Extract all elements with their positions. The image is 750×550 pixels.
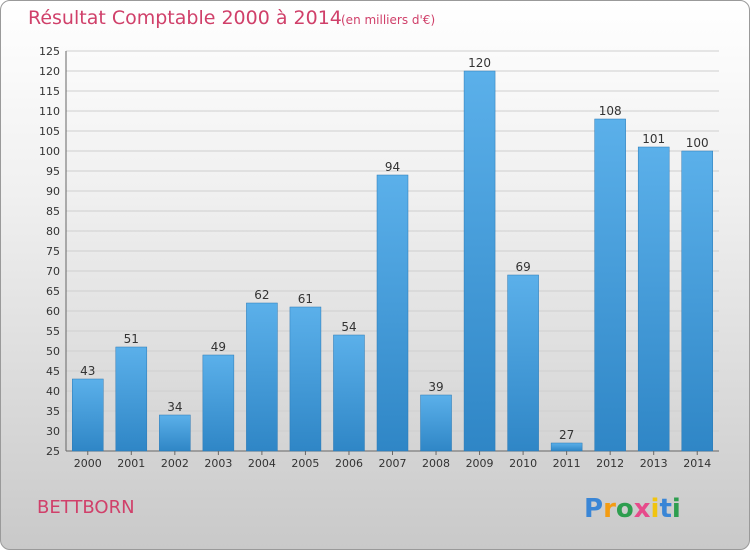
- x-tick-label: 2014: [683, 457, 711, 470]
- y-tick-label: 50: [46, 345, 60, 358]
- data-label: 120: [468, 56, 491, 70]
- data-label: 27: [559, 428, 574, 442]
- data-label: 51: [124, 332, 139, 346]
- bar: [550, 442, 583, 452]
- y-tick-label: 115: [39, 85, 60, 98]
- bar: [115, 346, 148, 452]
- y-tick-label: 85: [46, 205, 60, 218]
- x-tick-label: 2006: [335, 457, 363, 470]
- y-tick-label: 75: [46, 245, 60, 258]
- bar: [637, 146, 670, 452]
- bar: [507, 274, 539, 452]
- proxiti-logo: Proxiti: [584, 494, 681, 524]
- y-tick-label: 100: [39, 145, 60, 158]
- commune-name: BETTBORN: [37, 497, 135, 518]
- x-tick-label: 2002: [161, 457, 189, 470]
- x-tick-label: 2012: [596, 457, 624, 470]
- x-tick-label: 2010: [509, 457, 537, 470]
- x-tick-label: 2004: [248, 457, 276, 470]
- data-label: 62: [254, 288, 269, 302]
- x-tick-label: 2008: [422, 457, 450, 470]
- bar: [376, 174, 409, 452]
- bar: [333, 334, 365, 452]
- y-tick-label: 40: [46, 385, 60, 398]
- bar: [202, 354, 235, 452]
- x-tick-label: 2009: [466, 457, 494, 470]
- x-tick-label: 2005: [291, 457, 319, 470]
- bar: [681, 150, 713, 452]
- y-tick-label: 105: [39, 125, 60, 138]
- chart-subtitle: (en milliers d'€): [341, 13, 436, 27]
- y-tick-label: 25: [46, 445, 60, 458]
- data-label: 101: [642, 132, 665, 146]
- chart-title: Résultat Comptable 2000 à 2014: [28, 7, 342, 29]
- data-label: 39: [428, 380, 443, 394]
- y-tick-label: 90: [46, 185, 60, 198]
- data-label: 94: [385, 160, 400, 174]
- bar: [594, 118, 626, 452]
- y-tick-label: 45: [46, 365, 60, 378]
- data-label: 34: [167, 400, 182, 414]
- x-tick-label: 2000: [74, 457, 102, 470]
- y-tick-label: 30: [46, 425, 60, 438]
- bar: [463, 70, 496, 452]
- bar: [159, 414, 191, 452]
- y-tick-label: 95: [46, 165, 60, 178]
- data-label: 100: [686, 136, 709, 150]
- x-tick-label: 2003: [204, 457, 232, 470]
- x-tick-label: 2011: [553, 457, 581, 470]
- y-tick-label: 80: [46, 225, 60, 238]
- y-tick-label: 35: [46, 405, 60, 418]
- data-label: 43: [80, 364, 95, 378]
- y-tick-label: 60: [46, 305, 60, 318]
- bar: [246, 302, 278, 452]
- y-tick-label: 110: [39, 105, 60, 118]
- y-tick-label: 65: [46, 285, 60, 298]
- data-label: 49: [211, 340, 226, 354]
- y-tick-label: 55: [46, 325, 60, 338]
- data-label: 69: [515, 260, 530, 274]
- data-label: 54: [341, 320, 356, 334]
- bar: [289, 306, 322, 452]
- svg-text:Proxiti: Proxiti: [584, 494, 681, 524]
- x-tick-label: 2001: [117, 457, 145, 470]
- y-tick-label: 120: [39, 65, 60, 78]
- x-tick-label: 2013: [640, 457, 668, 470]
- bar: [72, 378, 104, 452]
- data-label: 108: [599, 104, 622, 118]
- data-label: 61: [298, 292, 313, 306]
- x-tick-label: 2007: [379, 457, 407, 470]
- y-tick-label: 70: [46, 265, 60, 278]
- y-tick-label: 125: [39, 45, 60, 58]
- bar: [420, 394, 452, 452]
